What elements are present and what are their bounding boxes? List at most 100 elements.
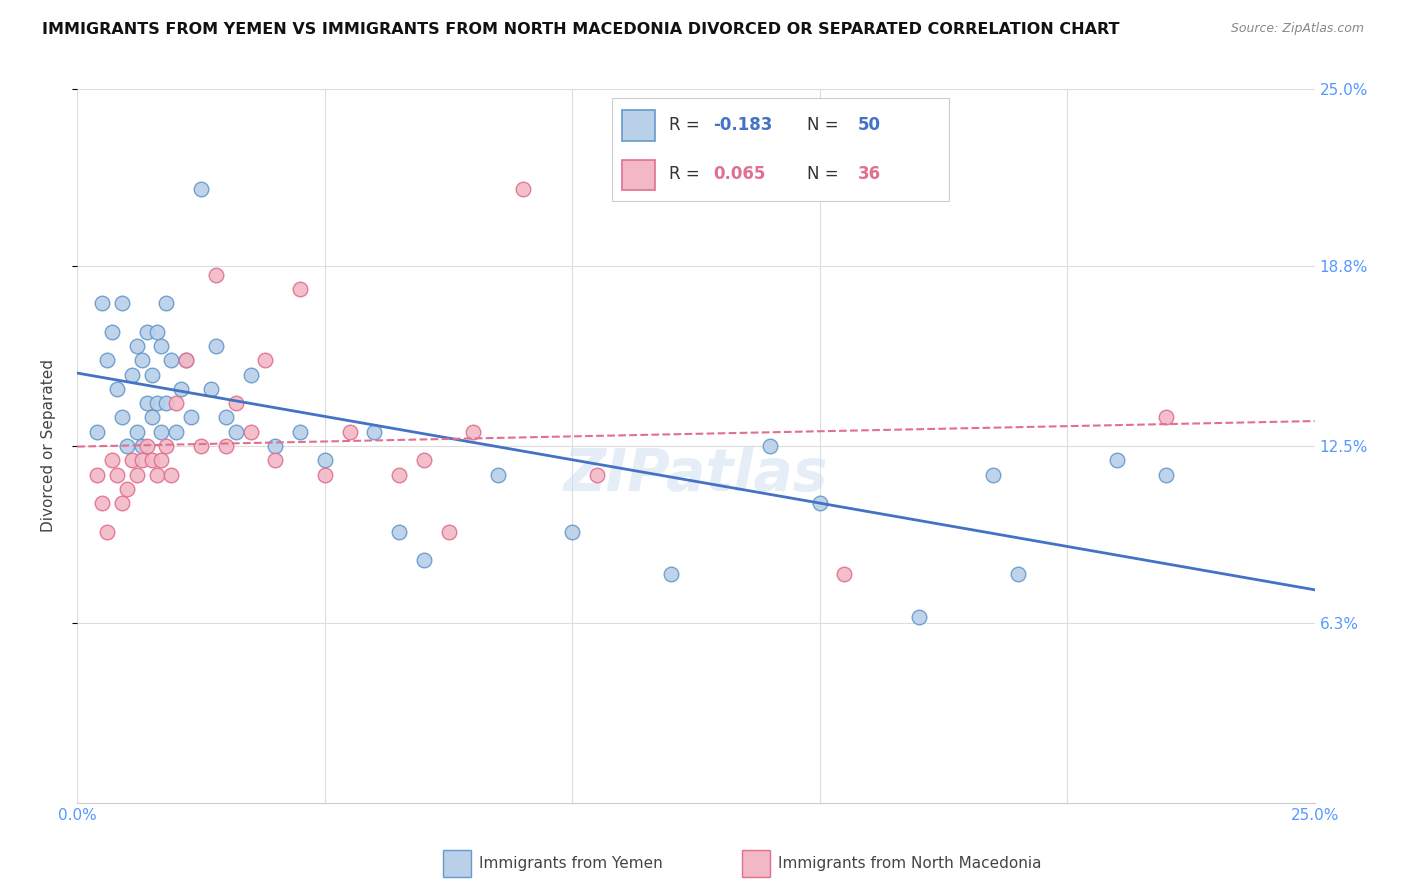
Point	[288, 282, 311, 296]
Point	[225, 396, 247, 410]
Point	[225, 425, 247, 439]
Point	[155, 439, 177, 453]
Point	[135, 325, 157, 339]
Point	[239, 425, 262, 439]
Text: N =: N =	[807, 116, 839, 135]
Point	[131, 353, 153, 368]
Point	[808, 496, 831, 510]
Point	[91, 296, 114, 310]
Point	[437, 524, 460, 539]
Text: 0.065: 0.065	[713, 164, 765, 183]
Point	[86, 467, 108, 482]
Point	[121, 453, 143, 467]
Point	[174, 353, 197, 368]
Point	[180, 410, 202, 425]
Point	[174, 353, 197, 368]
Point	[205, 268, 228, 282]
Point	[111, 410, 134, 425]
Y-axis label: Divorced or Separated: Divorced or Separated	[42, 359, 56, 533]
Point	[412, 553, 434, 567]
Text: N =: N =	[807, 164, 839, 183]
Point	[1007, 567, 1029, 582]
Point	[388, 467, 411, 482]
Point	[141, 368, 163, 382]
Point	[314, 453, 336, 467]
Text: -0.183: -0.183	[713, 116, 772, 135]
Point	[135, 396, 157, 410]
Point	[190, 182, 212, 196]
Point	[150, 453, 173, 467]
Point	[105, 382, 128, 396]
Point	[659, 567, 682, 582]
Point	[150, 425, 173, 439]
Point	[834, 567, 856, 582]
Point	[907, 610, 929, 624]
Bar	[621, 160, 655, 190]
Point	[115, 482, 138, 496]
Point	[131, 453, 153, 467]
Point	[111, 296, 134, 310]
Point	[1154, 467, 1177, 482]
Point	[111, 496, 134, 510]
Point	[981, 467, 1004, 482]
Point	[288, 425, 311, 439]
Point	[1154, 410, 1177, 425]
Point	[141, 410, 163, 425]
Text: IMMIGRANTS FROM YEMEN VS IMMIGRANTS FROM NORTH MACEDONIA DIVORCED OR SEPARATED C: IMMIGRANTS FROM YEMEN VS IMMIGRANTS FROM…	[42, 22, 1119, 37]
Point	[145, 396, 167, 410]
Point	[96, 524, 118, 539]
Point	[215, 410, 238, 425]
Point	[363, 425, 385, 439]
Point	[125, 339, 148, 353]
Point	[125, 467, 148, 482]
Point	[150, 339, 173, 353]
Point	[155, 296, 177, 310]
Point	[1105, 453, 1128, 467]
Text: R =: R =	[669, 116, 700, 135]
Point	[264, 453, 287, 467]
Point	[165, 396, 187, 410]
Point	[160, 467, 183, 482]
Bar	[742, 850, 770, 877]
Bar	[443, 850, 471, 877]
Point	[512, 182, 534, 196]
Point	[145, 325, 167, 339]
Point	[86, 425, 108, 439]
Point	[141, 453, 163, 467]
Point	[314, 467, 336, 482]
Point	[190, 439, 212, 453]
Point	[101, 325, 124, 339]
Point	[486, 467, 509, 482]
Point	[463, 425, 485, 439]
Point	[121, 368, 143, 382]
Point	[170, 382, 193, 396]
Point	[205, 339, 228, 353]
Point	[200, 382, 222, 396]
Point	[165, 425, 187, 439]
Text: ZIPatlas: ZIPatlas	[564, 446, 828, 503]
Point	[96, 353, 118, 368]
Point	[215, 439, 238, 453]
Point	[145, 467, 167, 482]
Text: 50: 50	[858, 116, 882, 135]
Text: 36: 36	[858, 164, 882, 183]
Point	[388, 524, 411, 539]
Point	[239, 368, 262, 382]
Point	[759, 439, 782, 453]
Point	[115, 439, 138, 453]
Bar	[621, 111, 655, 141]
Text: Immigrants from North Macedonia: Immigrants from North Macedonia	[778, 855, 1042, 871]
Point	[105, 467, 128, 482]
Point	[155, 396, 177, 410]
Point	[135, 439, 157, 453]
Text: Source: ZipAtlas.com: Source: ZipAtlas.com	[1230, 22, 1364, 36]
Text: Immigrants from Yemen: Immigrants from Yemen	[478, 855, 662, 871]
Point	[561, 524, 583, 539]
Point	[125, 425, 148, 439]
Point	[91, 496, 114, 510]
Point	[254, 353, 277, 368]
Text: R =: R =	[669, 164, 700, 183]
Point	[586, 467, 609, 482]
Point	[160, 353, 183, 368]
Point	[264, 439, 287, 453]
